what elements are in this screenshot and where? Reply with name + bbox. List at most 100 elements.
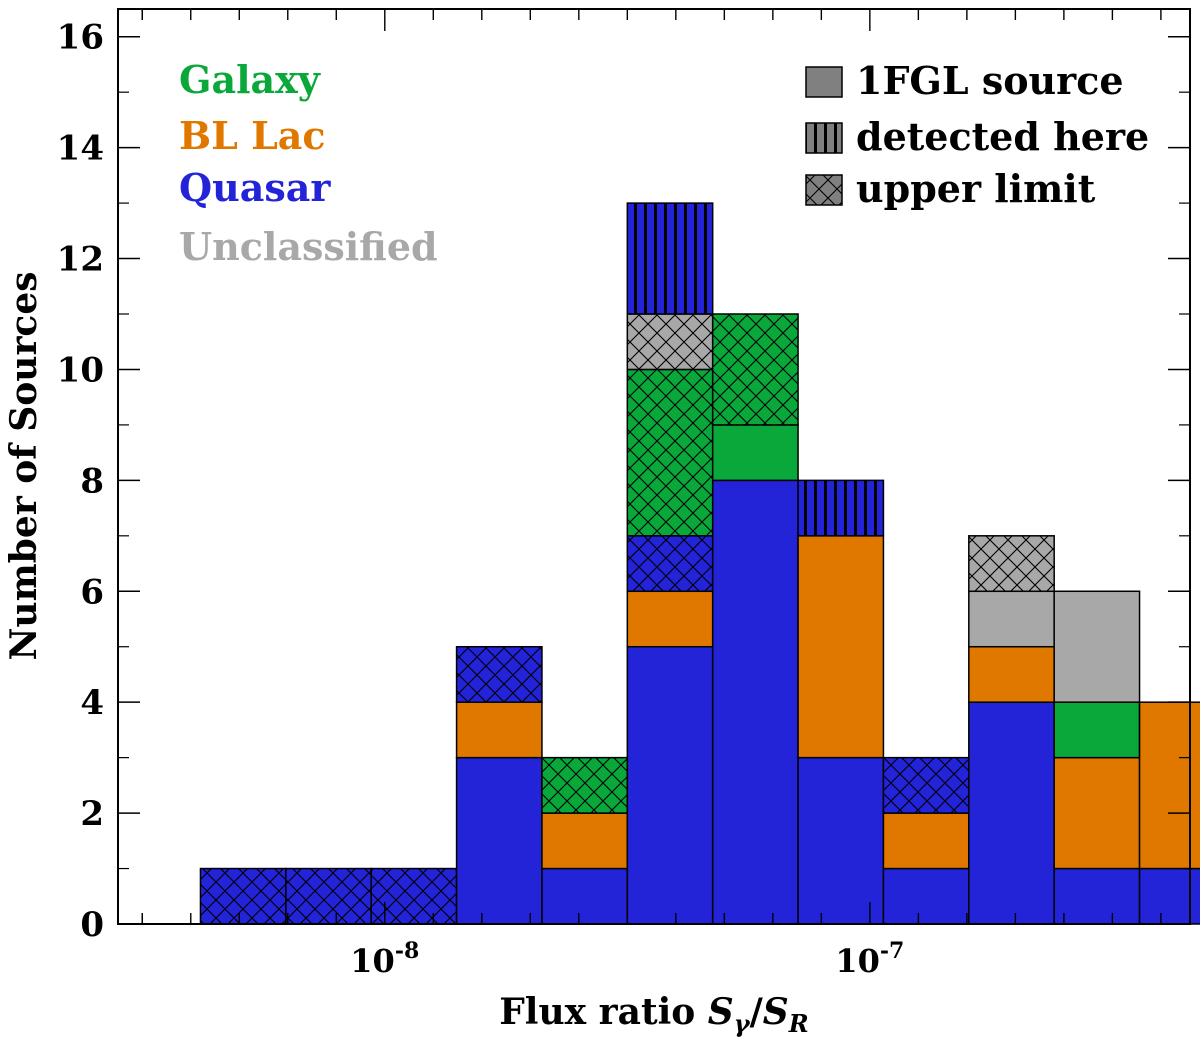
y-axis-label: Number of Sources — [3, 271, 45, 660]
x-tick-label-base: 10 — [835, 942, 880, 980]
bar-segment — [1053, 867, 1141, 925]
y-tick-label: 4 — [80, 683, 104, 723]
x-axis-ticks: 10-810-710-6 — [141, 9, 1162, 980]
bar-segment-hatch — [627, 369, 713, 536]
bar-segment-fill — [1054, 591, 1140, 703]
bar-segment — [1053, 756, 1141, 870]
bar-segment-hatch — [627, 535, 713, 592]
class-legend-bl-lac: BL Lac — [179, 113, 326, 158]
bar-segment — [541, 867, 629, 925]
bar-segment — [882, 812, 970, 870]
bar-segment-hatch — [712, 314, 799, 425]
bar-segment — [626, 535, 714, 593]
bar-segment-hatch — [883, 757, 969, 814]
bar-segment-fill — [883, 813, 969, 869]
bar-segment — [285, 867, 372, 925]
bar-segment — [455, 645, 543, 703]
bar-segment-fill — [1054, 868, 1140, 924]
bar-segment — [711, 424, 799, 482]
bar-segment-fill — [1054, 702, 1140, 758]
y-tick-label: 2 — [80, 794, 104, 834]
class-legend-unclassified: Unclassified — [179, 224, 438, 269]
bar-segment-hatch — [968, 535, 1055, 592]
bar-segment-fill — [627, 646, 713, 924]
plot-frame — [117, 8, 1191, 925]
bar-segment — [626, 368, 714, 537]
x-tick-label: 10-7 — [835, 938, 904, 980]
bar-segment-fill — [968, 591, 1055, 647]
bar-segment-fill — [968, 702, 1055, 924]
bar-segment-fill — [712, 480, 799, 924]
class-legend-quasar: Quasar — [179, 165, 331, 210]
bar-segment — [541, 756, 629, 814]
bar-segment-outline — [968, 535, 1055, 593]
bar-segment — [797, 756, 885, 925]
pattern-legend-swatch — [806, 67, 842, 97]
bar-segment-fill — [712, 424, 799, 481]
pattern-legend-label: upper limit — [856, 166, 1096, 211]
pattern-legend-swatch-outline — [805, 122, 843, 154]
x-axis-label-slash: / — [750, 991, 764, 1033]
bar-segment-outline — [1053, 590, 1141, 703]
bar-segment-hatch — [541, 757, 628, 814]
bar-segment-hatch — [627, 314, 713, 370]
pattern-legend-item: upper limit — [805, 166, 1096, 211]
bar-segment-fill — [456, 702, 542, 758]
pattern-legend-label: detected here — [856, 114, 1149, 159]
y-tick-label: 14 — [57, 129, 104, 169]
x-axis-label-denominator-subscript: R — [788, 1009, 809, 1038]
bar-segment — [626, 313, 714, 371]
y-axis-ticks: 0 2 4 6 8 10 12 14 16 — [57, 18, 1190, 945]
x-tick-label: 10-8 — [350, 938, 419, 980]
y-tick-label: 16 — [57, 18, 104, 58]
bar-segment-hatch — [798, 480, 884, 536]
bar-segment-outline — [711, 313, 799, 426]
pattern-legend-swatch-hatch — [806, 175, 842, 205]
bar-segment — [626, 590, 714, 648]
bar-segment-hatch — [627, 203, 713, 314]
bar-segment-fill — [627, 591, 713, 647]
bar-segment — [968, 701, 1055, 925]
bar-segment — [199, 867, 287, 925]
x-tick-label-base: 10 — [350, 942, 395, 980]
x-axis-label-numerator: S — [708, 991, 734, 1033]
histogram-bars — [199, 202, 1200, 925]
pattern-legend-item: 1FGL source — [805, 58, 1124, 103]
bar-segment — [541, 812, 629, 870]
bar-segment-fill — [968, 646, 1055, 703]
x-axis-label-denominator: S — [763, 991, 789, 1033]
y-tick-label: 12 — [57, 240, 104, 280]
bar-segment — [797, 479, 885, 537]
bar-segment — [455, 701, 543, 759]
bar-segment — [1053, 590, 1141, 703]
bar-segment-hatch — [371, 868, 457, 924]
pattern-legend-swatch-outline — [805, 174, 843, 206]
x-tick-label-exponent: -7 — [880, 938, 904, 964]
bar-segment — [882, 756, 970, 814]
bar-segment-outline — [626, 202, 714, 315]
bar-segment-hatch — [456, 646, 542, 703]
pattern-legend-swatch-hatch — [806, 123, 842, 153]
bar-segment-outline — [797, 479, 885, 537]
x-tick-label-exponent: -8 — [395, 938, 419, 964]
bar-segment-fill — [883, 868, 969, 924]
bar-segment-fill — [798, 535, 884, 758]
x-axis-label-numerator-subscript: γ — [734, 1009, 751, 1038]
x-axis-label-prefix: Flux ratio — [499, 991, 708, 1033]
bar-segment-hatch — [200, 868, 286, 924]
bar-segment-fill — [456, 757, 542, 924]
pattern-legend-swatch-outline — [805, 66, 843, 98]
bar-segment — [455, 756, 543, 925]
pattern-legend-label: 1FGL source — [856, 58, 1124, 103]
bar-segment — [711, 479, 799, 925]
y-tick-label: 8 — [80, 461, 104, 501]
pattern-legend-item: detected here — [805, 114, 1149, 159]
bar-segment-fill — [1054, 757, 1140, 869]
bar-segment-hatch — [285, 868, 372, 924]
bar-segment-fill — [798, 757, 884, 924]
bar-segment-outline — [455, 645, 543, 703]
y-tick-label: 0 — [80, 905, 104, 945]
bar-segment-fill — [541, 868, 628, 924]
